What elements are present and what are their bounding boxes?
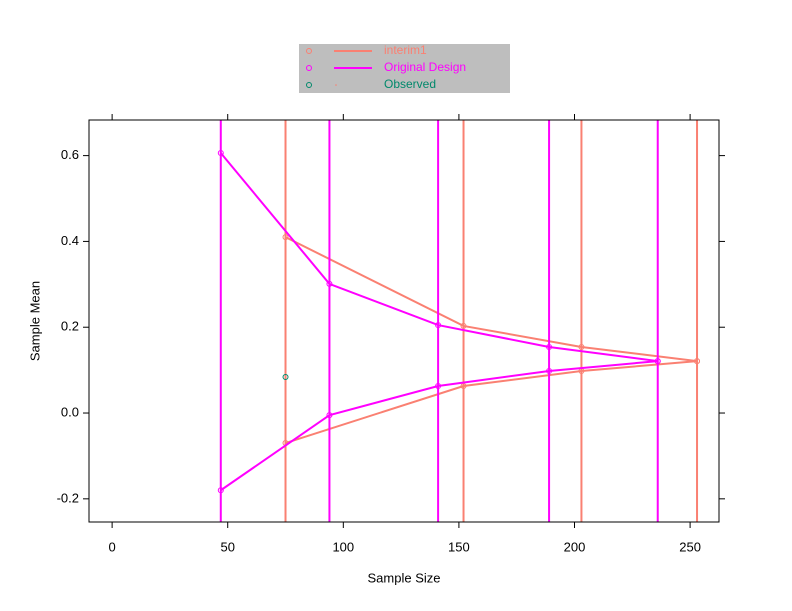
- y-axis-label: Sample Mean: [27, 281, 42, 361]
- x-tick-label: 150: [448, 539, 470, 554]
- legend-symbol: [306, 65, 312, 71]
- legend-symbol: [306, 48, 312, 54]
- y-tick-label: 0.0: [61, 404, 79, 419]
- lower-bound-line: [220, 360, 658, 492]
- upper-bound-line: [220, 152, 658, 363]
- x-tick-label: 100: [332, 539, 354, 554]
- legend-label: Observed: [384, 77, 436, 91]
- x-tick-label: 0: [109, 539, 116, 554]
- lower-bound-point: [326, 412, 333, 419]
- x-tick-label: 50: [220, 539, 234, 554]
- legend-dot: [335, 84, 337, 86]
- lower-bound-point: [546, 367, 553, 374]
- upper-bound-point: [326, 280, 333, 287]
- lower-bound-point: [217, 487, 224, 494]
- observed-point: [282, 373, 289, 380]
- legend-label: interim1: [384, 43, 427, 57]
- lower-bound-point: [435, 382, 442, 389]
- x-tick-label: 200: [564, 539, 586, 554]
- upper-bound-point: [217, 150, 224, 157]
- lower-bound-point: [654, 358, 661, 365]
- upper-bound-point: [460, 322, 467, 329]
- x-axis-label: Sample Size: [368, 570, 441, 585]
- legend-label: Original Design: [384, 60, 466, 74]
- y-tick-label: 0.2: [61, 319, 79, 334]
- y-tick-label: 0.6: [61, 147, 79, 162]
- upper-bound-point: [282, 234, 289, 241]
- y-tick-label: 0.4: [61, 233, 79, 248]
- x-tick-label: 250: [679, 539, 701, 554]
- plot-frame: [88, 119, 720, 523]
- lower-bound-line: [285, 360, 698, 445]
- upper-bound-line: [285, 236, 698, 363]
- y-tick-label: -0.2: [57, 490, 79, 505]
- legend-symbol: [306, 82, 312, 88]
- lower-bound-point: [694, 358, 701, 365]
- upper-bound-point: [546, 343, 553, 350]
- upper-bound-point: [578, 343, 585, 350]
- upper-bound-point: [435, 322, 442, 329]
